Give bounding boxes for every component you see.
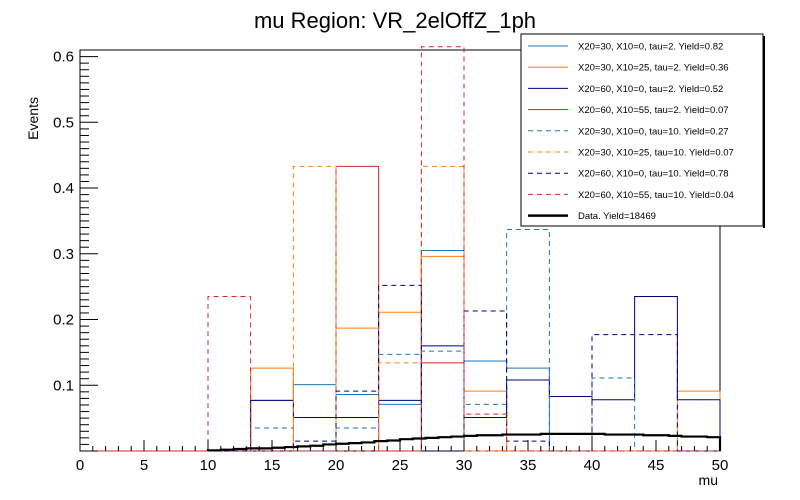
legend-entry-label: X20=60, X10=55, tau=2. Yield=0.07 — [578, 105, 729, 116]
legend-entry-label: Data. Yield=18469 — [578, 211, 656, 222]
series-7-histogram — [80, 284, 720, 452]
y-tick-label: 0.6 — [53, 49, 74, 66]
series-8-histogram — [80, 46, 720, 452]
x-tick-label: 25 — [392, 457, 409, 474]
x-tick-label: 0 — [76, 457, 84, 474]
x-tick-label: 20 — [328, 457, 345, 474]
legend-box — [520, 33, 764, 227]
legend-entry-label: X20=60, X10=0, tau=10. Yield=0.78 — [578, 169, 729, 180]
series-2-histogram — [80, 255, 721, 452]
x-tick-label: 5 — [140, 457, 148, 474]
y-tick-label: 0.1 — [53, 377, 74, 394]
y-tick-label: 0.3 — [53, 246, 74, 263]
y-tick-label: 0.2 — [53, 312, 74, 329]
legend-items: X20=30, X10=0, tau=2. Yield=0.82 X20=30, … — [528, 42, 734, 222]
chart-title: mu Region: VR_2elOffZ_1ph — [254, 8, 536, 33]
x-axis: 0 5 10 15 20 25 30 35 40 45 50 — [76, 440, 729, 474]
series-5-histogram — [80, 228, 720, 452]
x-tick-label: 40 — [584, 457, 601, 474]
x-tick-label: 10 — [200, 457, 217, 474]
x-tick-label: 15 — [264, 457, 281, 474]
legend-entry-label: X20=60, X10=55, tau=10. Yield=0.04 — [578, 190, 734, 201]
series-6-histogram — [80, 165, 720, 452]
legend-shadow — [763, 36, 765, 228]
series-1-histogram — [80, 250, 720, 452]
series-3-histogram — [80, 296, 721, 452]
legend-entry-label: X20=30, X10=25, tau=2. Yield=0.36 — [578, 63, 729, 74]
y-tick-label: 0.5 — [53, 114, 74, 131]
y-axis: 0.1 0.2 0.3 0.4 0.5 0.6 — [53, 49, 98, 452]
legend-entry-label: X20=60, X10=0, tau=2. Yield=0.52 — [578, 84, 723, 95]
x-axis-label: mu — [699, 472, 718, 488]
x-tick-label: 50 — [712, 457, 729, 474]
legend-entry-label: X20=30, X10=25, tau=10. Yield=0.07 — [578, 148, 734, 159]
y-tick-label: 0.4 — [53, 180, 74, 197]
x-tick-label: 45 — [648, 457, 665, 474]
legend-entry-label: X20=30, X10=0, tau=10. Yield=0.27 — [578, 126, 729, 137]
legend: X20=30, X10=0, tau=2. Yield=0.82 X20=30, … — [520, 33, 765, 228]
x-tick-label: 35 — [520, 457, 537, 474]
x-tick-label: 30 — [456, 457, 473, 474]
y-axis-label: Events — [25, 97, 41, 140]
legend-entry-label: X20=30, X10=0, tau=2. Yield=0.82 — [578, 42, 723, 53]
